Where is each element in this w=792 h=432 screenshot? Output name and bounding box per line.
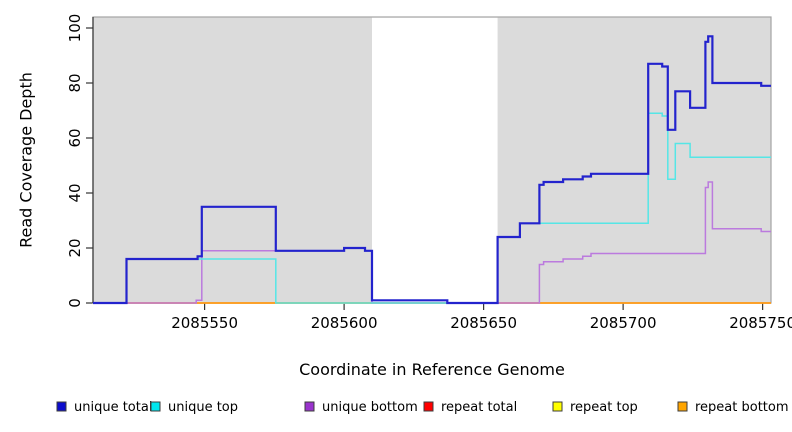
legend-item-label: unique bottom [322,400,418,415]
y-tick-label: 100 [66,14,84,43]
legend-item-label: repeat top [570,400,638,415]
x-axis: 2085550 2085600 2085650 2085700 2085750 [171,303,792,332]
y-tick-label: 0 [66,298,84,308]
series-unique-total-line [93,35,771,305]
legend-swatch [150,401,161,412]
legend-item-repeat-bottom: repeat bottom [677,400,789,415]
legend-item-repeat-total: repeat total [423,400,517,415]
legend-item-repeat-top: repeat top [552,400,638,415]
legend-swatch [677,401,688,412]
y-tick-label: 20 [66,238,84,257]
series-lines [93,35,771,305]
legend-swatch [423,401,434,412]
legend-item-label: unique top [168,400,238,415]
x-tick-label: 2085650 [450,314,517,332]
x-tick-label: 2085600 [311,314,378,332]
legend: unique total unique top unique bottom repea… [56,400,789,415]
x-tick-label: 2085750 [729,314,792,332]
legend-item-label: repeat total [441,400,517,415]
y-axis-title: Read Coverage Depth [16,72,36,248]
legend-swatch [304,401,315,412]
legend-item-unique-top: unique top [150,400,238,415]
legend-swatch [552,401,563,412]
y-tick-label: 40 [66,183,84,202]
legend-item-unique-bottom: unique bottom [304,400,418,415]
x-axis-title: Coordinate in Reference Genome [299,360,565,379]
y-tick-label: 60 [66,128,84,147]
legend-item-label: repeat bottom [695,400,789,415]
legend-swatch [56,401,67,412]
y-tick-label: 80 [66,73,84,92]
x-tick-label: 2085700 [590,314,657,332]
legend-item-label: unique total [74,400,152,415]
y-axis: 0 20 40 60 80 100 [66,14,94,308]
legend-item-unique-total: unique total [56,400,152,415]
x-tick-label: 2085550 [171,314,238,332]
highlight-band [372,17,498,303]
